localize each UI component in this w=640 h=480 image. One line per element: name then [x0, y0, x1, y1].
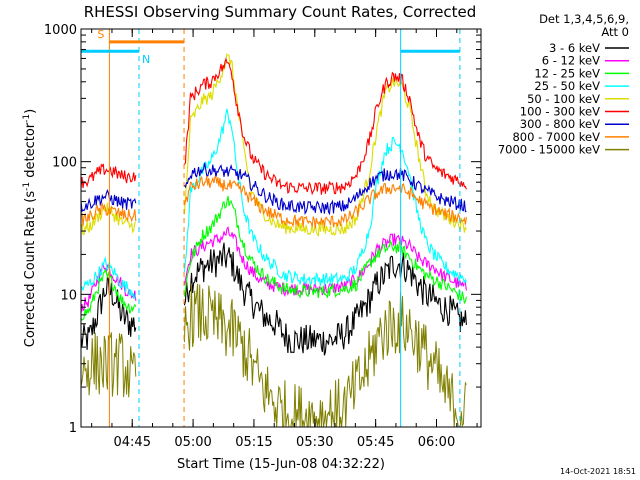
legend-label-7: 800 - 7000 keV — [512, 130, 600, 144]
series-line-0-seg-1 — [183, 242, 467, 356]
series-line-4-seg-1 — [183, 53, 467, 238]
y-axis-label-mid: detector — [23, 122, 38, 182]
legend-label-6: 300 - 800 keV — [520, 117, 600, 131]
series-line-3-seg-1 — [183, 108, 467, 286]
series-line-5-seg-1 — [183, 57, 467, 196]
legend-label-2: 12 - 25 keV — [534, 66, 600, 80]
legend-label-3: 25 - 50 keV — [534, 79, 600, 93]
series-line-1-seg-1 — [183, 226, 467, 297]
series-line-2-seg-0 — [80, 268, 137, 321]
legend-label-4: 50 - 100 keV — [527, 92, 600, 106]
series-line-7-seg-1 — [183, 175, 467, 229]
plot-frame — [80, 28, 482, 428]
y-axis-label-main: Corrected Count Rate (s — [23, 191, 38, 348]
series-line-6-seg-1 — [183, 162, 467, 216]
series-line-8-seg-1 — [183, 283, 467, 428]
x-tick-label-1: 05:00 — [174, 435, 211, 450]
y-tick-label-3: 1000 — [44, 23, 77, 38]
annotation-bar-label-1: N — [142, 53, 150, 66]
y-axis-label: Corrected Count Rate (s-1 detector-1) — [22, 109, 38, 347]
legend-label-1: 6 - 12 keV — [542, 54, 600, 68]
legend-label-8: 7000 - 15000 keV — [498, 143, 600, 157]
x-tick-label-3: 05:30 — [296, 435, 333, 450]
y-axis-label-end: ) — [23, 109, 38, 114]
plot-area: SN — [80, 28, 467, 428]
x-tick-label-4: 05:45 — [357, 435, 394, 450]
series-line-2-seg-1 — [183, 195, 467, 305]
series-line-6-seg-0 — [80, 189, 137, 213]
x-axis-label: Start Time (15-Jun-08 04:32:22) — [177, 457, 385, 472]
annotation-bar-label-0: S — [97, 28, 104, 41]
legend-header-attenuator: Att 0 — [601, 25, 629, 39]
x-tick-label-0: 04:45 — [114, 435, 151, 450]
legend-label-5: 100 - 300 keV — [520, 105, 600, 119]
axis-ticks: 04:45 05:00 05:15 05:30 05:45 06:00 1 10 100 1000 — [44, 23, 481, 450]
footer-date: 14-Oct-2021 18:51 — [560, 467, 636, 476]
legend-header-detectors: Det 1,3,4,5,6,9, — [539, 12, 629, 26]
series-line-7-seg-0 — [80, 202, 137, 227]
chart-title: RHESSI Observing Summary Count Rates, Co… — [84, 3, 477, 21]
x-tick-label-2: 05:15 — [235, 435, 272, 450]
y-axis-label-sup2: -1 — [22, 114, 32, 123]
y-tick-label-1: 10 — [60, 288, 77, 303]
series-line-8-seg-0 — [80, 332, 137, 398]
y-tick-label-2: 100 — [52, 156, 77, 171]
y-axis-label-sup1: -1 — [22, 182, 32, 191]
x-tick-label-5: 06:00 — [418, 435, 455, 450]
legend-label-0: 3 - 6 keV — [549, 41, 600, 55]
series-line-3-seg-0 — [80, 256, 137, 299]
series-line-5-seg-0 — [80, 163, 137, 189]
y-tick-label-0: 1 — [69, 421, 77, 436]
